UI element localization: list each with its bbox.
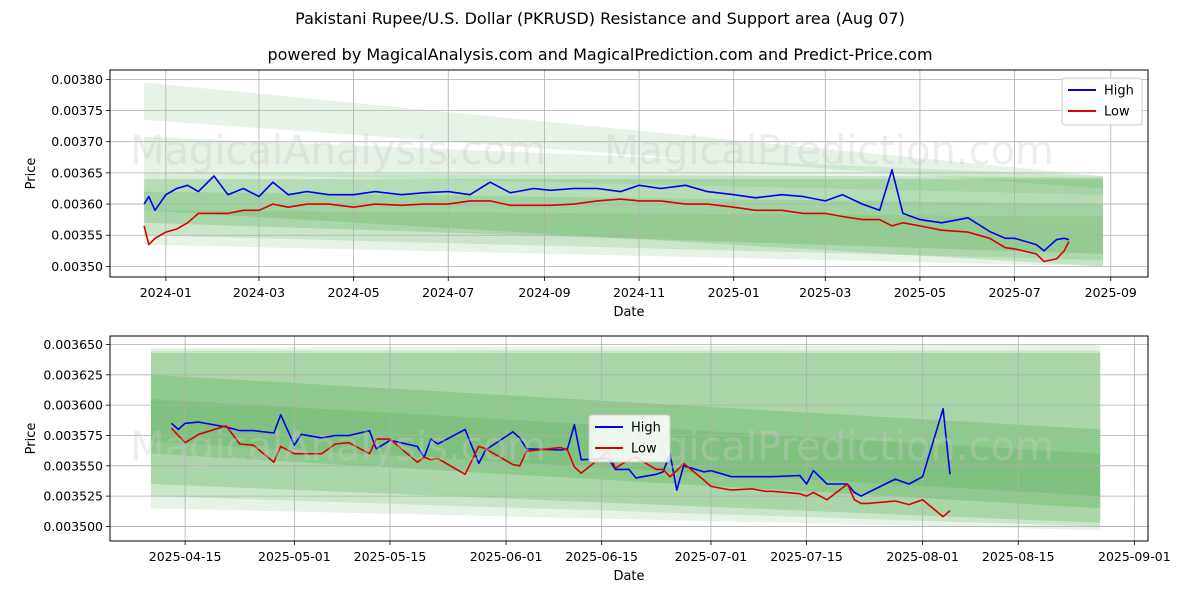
x-tick-label: 2025-05-15 [354,549,427,564]
chart-title: Pakistani Rupee/U.S. Dollar (PKRUSD) Res… [295,9,905,28]
x-tick-label: 2024-01 [140,285,192,300]
x-tick-label: 2025-05-01 [258,549,331,564]
x-tick-label: 2025-08-15 [982,549,1055,564]
plot-frame [109,69,1149,278]
x-tick-label: 2025-07 [988,285,1040,300]
x-axis-label: Date [613,569,644,584]
chart-panel-2: 2025-04-15 2025-05-01 2025-05-15 2025-06-01… [24,335,1171,584]
x-tick-label: 2025-06-15 [565,549,638,564]
y-tick-label: 0.00355 [51,228,103,243]
chart-panel-1: 2024-01 2024-03 2024-05 2024-07 2024-09 2024-… [24,69,1149,320]
watermark-text: MagicalAnalysis.com [130,128,546,174]
legend-high-label: High [1104,84,1134,99]
x-axis-label: Date [613,305,644,320]
y-tick-label: 0.003500 [43,519,103,534]
x-tick-label: 2025-07-15 [770,549,843,564]
x-tick-label: 2025-07-01 [675,549,748,564]
support-resistance-band [144,191,1104,261]
y-tick-label: 0.00365 [51,165,103,180]
x-tick-label: 2024-07 [422,285,474,300]
series-line-low [143,198,1070,263]
chart-subtitle: powered by MagicalAnalysis.com and Magic… [267,45,933,64]
y-tick-label: 0.003575 [43,428,103,443]
x-tick-label: 2025-01 [708,285,760,300]
legend-high-label: High [631,421,661,436]
x-tick-label: 2025-09-01 [1098,549,1171,564]
legend-low-label: Low [1104,105,1130,120]
y-axis-label: Price [24,423,39,455]
y-tick-label: 0.003625 [43,367,103,382]
legend-low-label: Low [631,442,657,457]
y-tick-label: 0.003525 [43,489,103,504]
y-tick-label: 0.00380 [51,72,103,87]
series-line-high [143,169,1070,252]
series-line-low [170,425,951,518]
x-tick-label: 2024-09 [518,285,570,300]
support-resistance-band [144,82,1104,189]
y-tick-label: 0.003550 [43,458,103,473]
x-tick-label: 2024-11 [613,285,665,300]
x-tick-label: 2025-04-15 [149,549,222,564]
x-tick-label: 2025-06-01 [470,549,543,564]
y-tick-label: 0.003650 [43,337,103,352]
watermark-text: MagicalAnalysis.com [130,424,546,470]
support-resistance-band [144,136,1104,195]
y-axis-label: Price [24,158,39,190]
support-resistance-band [144,210,1104,267]
y-tick-label: 0.003600 [43,398,103,413]
support-resistance-band [144,172,1104,267]
x-tick-label: 2024-03 [233,285,285,300]
y-tick-label: 0.00370 [51,134,103,149]
watermark-text: MagicalPrediction.com [604,424,1054,470]
x-tick-label: 2025-05 [894,285,946,300]
x-tick-label: 2024-05 [327,285,379,300]
plot-frame [109,335,1149,542]
x-tick-label: 2025-08-01 [886,549,959,564]
y-tick-label: 0.00350 [51,259,103,274]
y-tick-label: 0.00375 [51,103,103,118]
x-tick-label: 2025-09 [1085,285,1137,300]
watermark-text: MagicalPrediction.com [604,128,1054,174]
x-tick-label: 2025-03 [799,285,851,300]
series-line-high [170,408,951,497]
y-tick-label: 0.00360 [51,197,103,212]
